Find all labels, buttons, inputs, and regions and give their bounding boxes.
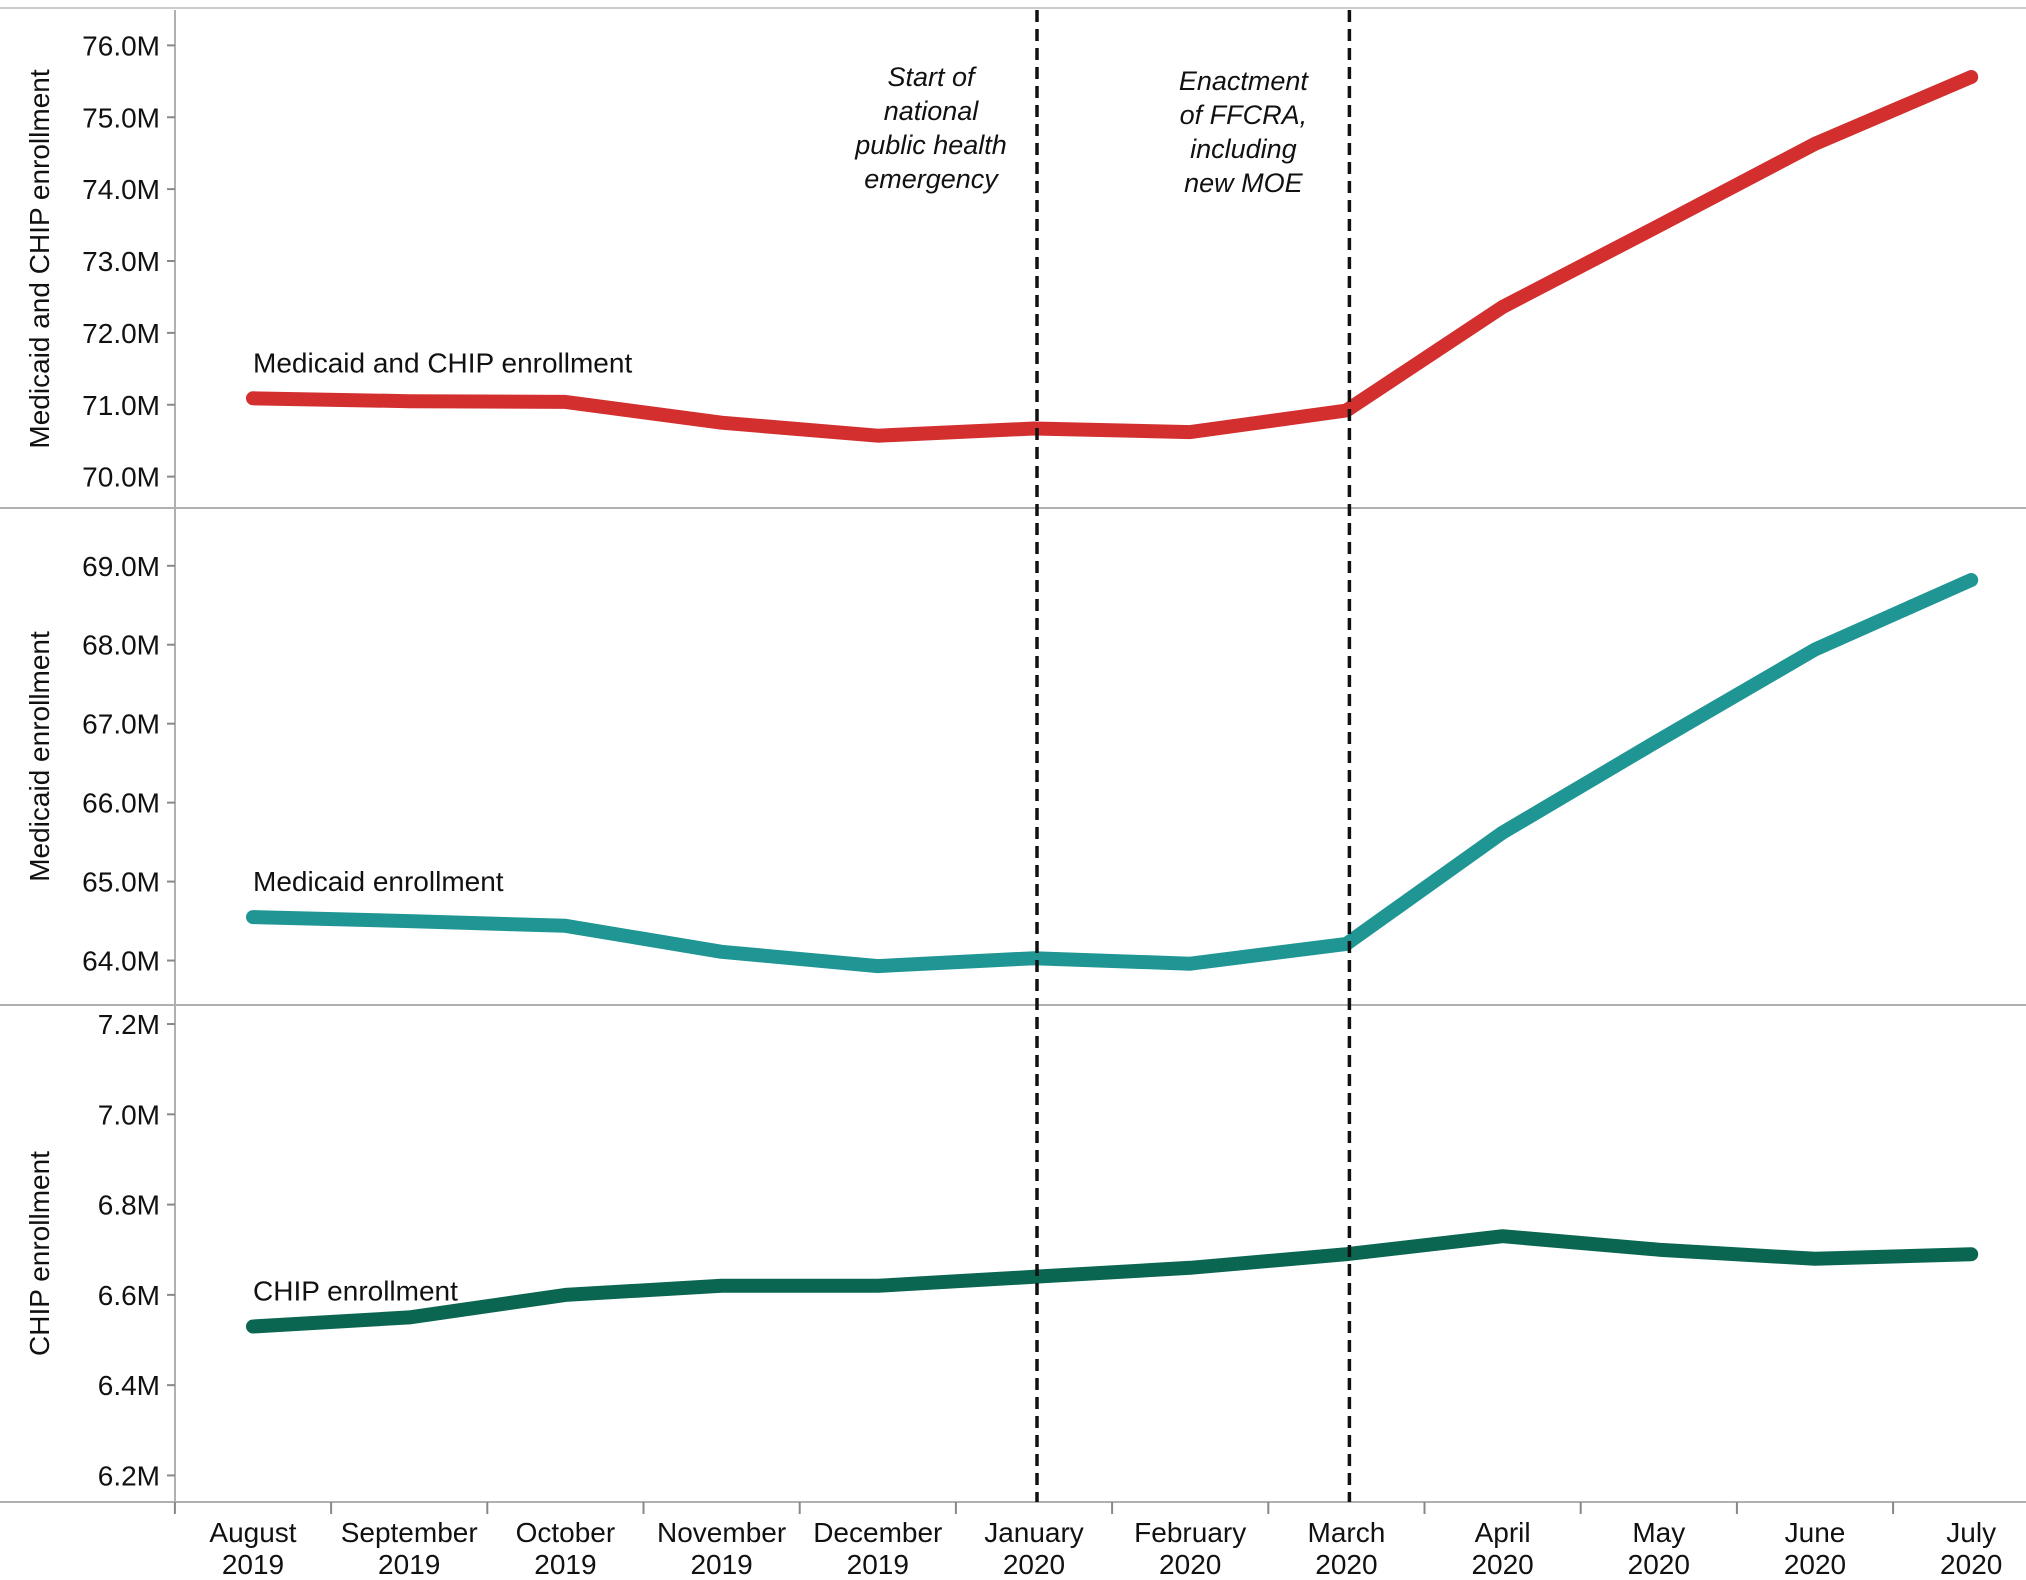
x-tick-label-year: 2019 — [378, 1549, 440, 1580]
x-tick-label-month: July — [1946, 1517, 1996, 1548]
event-annotation: national — [884, 96, 980, 126]
x-tick-label-year: 2020 — [1940, 1549, 2002, 1580]
y-axis-title: Medicaid enrollment — [24, 631, 55, 882]
x-tick-label-year: 2019 — [847, 1549, 909, 1580]
y-axis-title: Medicaid and CHIP enrollment — [24, 69, 55, 448]
series-label: Medicaid enrollment — [253, 866, 504, 897]
y-tick-label: 6.2M — [98, 1460, 160, 1491]
panel-frame — [0, 7, 2026, 1503]
y-tick-label: 65.0M — [82, 867, 160, 898]
y-tick-label: 71.0M — [82, 390, 160, 421]
x-tick-label-month: September — [341, 1517, 478, 1548]
series-layer — [246, 70, 1979, 1334]
y-tick-label: 70.0M — [82, 462, 160, 493]
x-tick-label-year: 2019 — [690, 1549, 752, 1580]
x-tick-label-month: February — [1134, 1517, 1246, 1548]
y-tick-label: 66.0M — [82, 788, 160, 819]
y-tick-label: 7.2M — [98, 1009, 160, 1040]
event-layer — [1035, 10, 1352, 1502]
x-tick-label-year: 2020 — [1628, 1549, 1690, 1580]
series-line — [246, 70, 1979, 443]
x-tick-label-month: December — [813, 1517, 942, 1548]
x-tick-label-month: November — [657, 1517, 786, 1548]
event-annotation: public health — [854, 130, 1007, 160]
y-tick-layer: 70.0M 71.0M 72.0M 73.0M 74.0M 75.0M 76.0M Medic… — [24, 30, 175, 1491]
x-tick-label-month: March — [1308, 1517, 1386, 1548]
event-annotation: Enactment — [1179, 66, 1310, 96]
y-tick-label: 64.0M — [82, 946, 160, 977]
x-tick-label-month: April — [1475, 1517, 1531, 1548]
x-tick-label-month: August — [209, 1517, 296, 1548]
y-axis-title: CHIP enrollment — [24, 1151, 55, 1356]
label-layer: Medicaid and CHIP enrollment Medicaid enr… — [253, 62, 1309, 1306]
x-tick-label-year: 2020 — [1471, 1549, 1533, 1580]
y-tick-label: 75.0M — [82, 102, 160, 133]
series-label: CHIP enrollment — [253, 1275, 458, 1306]
x-tick-label-month: June — [1785, 1517, 1846, 1548]
y-tick-label: 72.0M — [82, 318, 160, 349]
x-tick-label-year: 2020 — [1003, 1549, 1065, 1580]
event-annotation: including — [1190, 134, 1297, 164]
series-line — [246, 1229, 1979, 1334]
event-annotation: new MOE — [1184, 168, 1304, 198]
x-tick-label-month: May — [1632, 1517, 1685, 1548]
x-tick-label-year: 2020 — [1315, 1549, 1377, 1580]
series-line — [246, 573, 1979, 974]
y-tick-label: 69.0M — [82, 551, 160, 582]
x-axis-layer: August2019September2019October2019Novemb… — [173, 1502, 2002, 1580]
y-tick-label: 73.0M — [82, 246, 160, 277]
y-tick-label: 6.4M — [98, 1370, 160, 1401]
y-tick-label: 67.0M — [82, 709, 160, 740]
event-annotation: Start of — [887, 62, 977, 92]
x-tick-label-year: 2020 — [1159, 1549, 1221, 1580]
y-tick-label: 68.0M — [82, 630, 160, 661]
y-tick-label: 7.0M — [98, 1099, 160, 1130]
y-tick-label: 74.0M — [82, 174, 160, 205]
x-tick-label-year: 2020 — [1784, 1549, 1846, 1580]
series-label: Medicaid and CHIP enrollment — [253, 347, 632, 378]
event-annotation: of FFCRA, — [1180, 100, 1308, 130]
y-tick-label: 6.6M — [98, 1280, 160, 1311]
x-tick-label-month: January — [984, 1517, 1084, 1548]
x-tick-label-year: 2019 — [222, 1549, 284, 1580]
x-tick-label-year: 2019 — [534, 1549, 596, 1580]
x-tick-label-month: October — [516, 1517, 616, 1548]
y-tick-label: 76.0M — [82, 30, 160, 61]
event-annotation: emergency — [864, 164, 999, 194]
y-tick-label: 6.8M — [98, 1190, 160, 1221]
